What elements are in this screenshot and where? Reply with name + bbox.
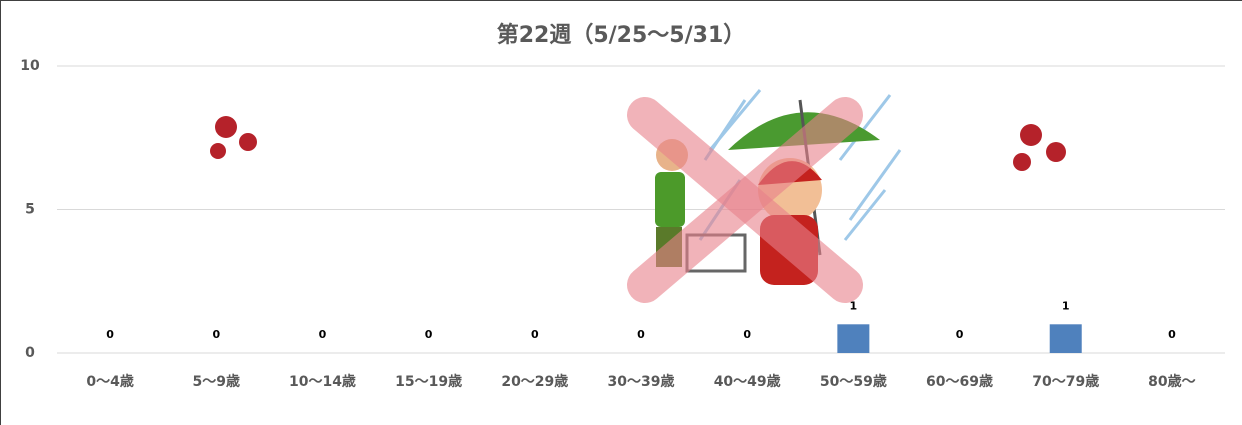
- x-tick-label: 5〜9歳: [193, 373, 240, 390]
- value-label: 1: [850, 299, 858, 312]
- x-tick-label: 10〜14歳: [289, 373, 356, 390]
- value-label: 0: [531, 328, 539, 341]
- x-tick-label: 40〜49歳: [714, 373, 781, 390]
- x-tick-label: 15〜19歳: [395, 373, 462, 390]
- y-tick-label: 10: [20, 58, 40, 74]
- virus-left: [210, 116, 257, 159]
- value-label: 0: [956, 328, 964, 341]
- x-tick-label: 50〜59歳: [820, 373, 887, 390]
- x-tick-label: 80歳〜: [1148, 373, 1195, 390]
- value-label: 0: [1168, 328, 1176, 341]
- x-tick-label: 70〜79歳: [1032, 373, 1099, 390]
- x-tick-label: 60〜69歳: [926, 373, 993, 390]
- x-tick-label: 30〜39歳: [608, 373, 675, 390]
- bar: [1049, 324, 1082, 353]
- chart-title: 第22週（5/25〜5/31）: [497, 22, 746, 48]
- value-label: 1: [1062, 299, 1070, 312]
- illustrations: [210, 89, 1066, 303]
- y-tick-label: 5: [25, 202, 35, 218]
- y-tick-label: 0: [25, 345, 35, 361]
- value-label: 0: [319, 328, 327, 341]
- x-tick-label: 0〜4歳: [86, 373, 133, 390]
- bar: [837, 324, 870, 353]
- virus-right: [1013, 124, 1066, 171]
- x-tick-label: 20〜29歳: [501, 373, 568, 390]
- value-label: 0: [637, 328, 645, 341]
- value-label: 0: [425, 328, 433, 341]
- value-label: 0: [212, 328, 220, 341]
- value-label: 0: [743, 328, 751, 341]
- value-label: 0: [106, 328, 114, 341]
- cross-mark: [627, 97, 863, 303]
